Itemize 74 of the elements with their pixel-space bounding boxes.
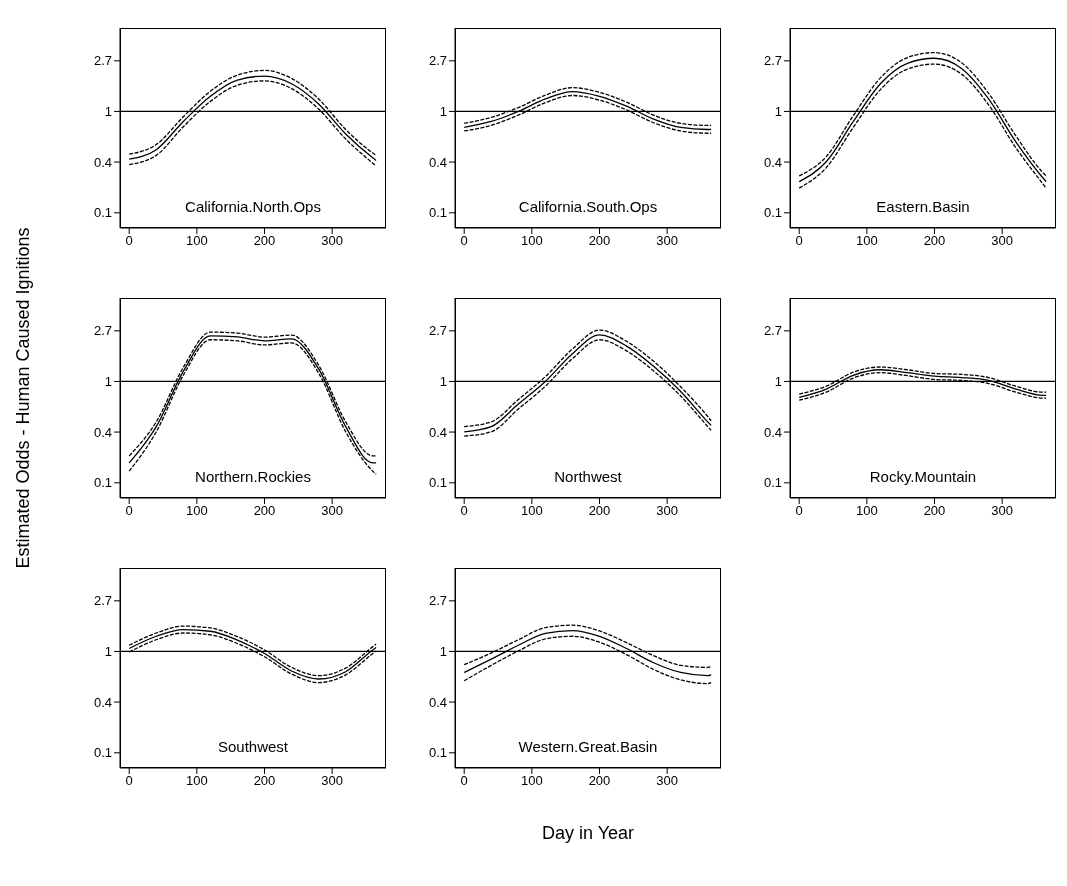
y-tick-label: 1 <box>439 104 447 120</box>
x-tick-label: 100 <box>186 503 208 519</box>
y-tick-label: 1 <box>104 104 112 120</box>
y-tick-label: 0.1 <box>428 205 447 221</box>
y-tick-label: 0.1 <box>763 205 782 221</box>
y-tick-label: 0.4 <box>428 424 447 440</box>
x-tick-label: 300 <box>321 233 343 249</box>
x-tick-label: 200 <box>923 233 946 249</box>
y-tick-label: 1 <box>439 644 447 660</box>
x-tick-label: 100 <box>186 773 208 789</box>
y-tick-label: 0.4 <box>428 694 447 710</box>
text: Eastern.Basin <box>875 198 971 215</box>
x-tick-label: 100 <box>186 233 208 249</box>
y-tick-label: 0.4 <box>428 154 447 170</box>
x-axis-title: Day in Year <box>540 823 636 844</box>
text: Northern.Rockies <box>194 468 312 485</box>
y-tick-label: 2.7 <box>93 593 112 609</box>
x-tick-label: 0 <box>125 773 133 789</box>
x-tick-label: 200 <box>588 233 611 249</box>
y-tick-label: 2.7 <box>93 323 112 339</box>
y-tick-label: 0.4 <box>763 154 782 170</box>
x-tick-label: 0 <box>460 233 468 249</box>
y-tick-label: 2.7 <box>763 323 782 339</box>
text: Southwest <box>216 738 289 755</box>
x-tick-label: 300 <box>656 773 678 789</box>
text: Rocky.Mountain <box>868 468 978 485</box>
y-tick-label: 0.1 <box>763 475 782 491</box>
x-tick-label: 100 <box>521 233 543 249</box>
y-tick-label: 1 <box>104 374 112 390</box>
text: California.South.Ops <box>517 198 659 215</box>
x-tick-label: 0 <box>795 233 803 249</box>
text: Western.Great.Basin <box>517 738 659 755</box>
y-tick-label: 1 <box>104 644 112 660</box>
x-tick-label: 100 <box>856 503 878 519</box>
y-tick-label: 2.7 <box>428 323 447 339</box>
y-tick-label: 0.1 <box>93 745 112 761</box>
x-tick-label: 0 <box>460 773 468 789</box>
x-tick-label: 200 <box>253 503 276 519</box>
y-tick-label: 0.1 <box>93 475 112 491</box>
x-tick-label: 300 <box>991 503 1013 519</box>
x-tick-label: 0 <box>125 233 133 249</box>
y-tick-label: 1 <box>774 374 782 390</box>
y-tick-label: 0.1 <box>428 745 447 761</box>
y-tick-label: 0.4 <box>93 694 112 710</box>
x-tick-label: 200 <box>588 773 611 789</box>
y-tick-label: 1 <box>439 374 447 390</box>
x-tick-label: 0 <box>125 503 133 519</box>
x-tick-label: 100 <box>521 773 543 789</box>
x-tick-label: 200 <box>588 503 611 519</box>
y-tick-label: 0.4 <box>763 424 782 440</box>
x-tick-label: 300 <box>656 233 678 249</box>
x-tick-label: 0 <box>795 503 803 519</box>
x-tick-label: 300 <box>656 503 678 519</box>
y-tick-label: 1 <box>774 104 782 120</box>
y-tick-label: 0.4 <box>93 154 112 170</box>
x-tick-label: 0 <box>460 503 468 519</box>
y-tick-label: 2.7 <box>93 53 112 69</box>
x-tick-label: 100 <box>856 233 878 249</box>
x-tick-label: 200 <box>923 503 946 519</box>
text: Northwest <box>553 468 623 485</box>
y-tick-label: 0.4 <box>93 424 112 440</box>
x-tick-label: 300 <box>991 233 1013 249</box>
y-tick-label: 0.1 <box>93 205 112 221</box>
x-tick-label: 200 <box>253 773 276 789</box>
y-tick-label: 2.7 <box>763 53 782 69</box>
y-tick-label: 0.1 <box>428 475 447 491</box>
y-axis-title: Estimated Odds - Human Caused Ignitions <box>12 227 34 569</box>
y-tick-label: 2.7 <box>428 53 447 69</box>
x-tick-label: 100 <box>521 503 543 519</box>
text: California.North.Ops <box>184 198 322 215</box>
y-tick-label: 2.7 <box>428 593 447 609</box>
x-tick-label: 300 <box>321 773 343 789</box>
x-tick-label: 200 <box>253 233 276 249</box>
x-tick-label: 300 <box>321 503 343 519</box>
